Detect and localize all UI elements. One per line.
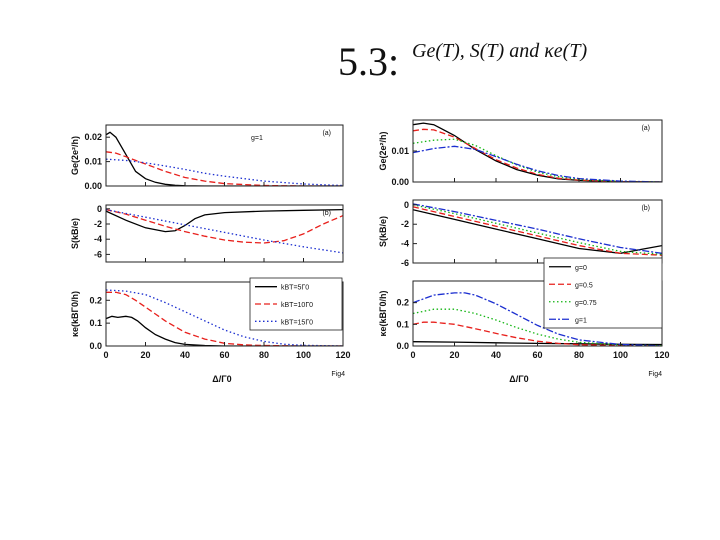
y-axis-label: Ge(2e²/h) — [70, 136, 80, 175]
y-tick-label: 0 — [404, 200, 409, 210]
x-tick-label: 20 — [140, 350, 150, 360]
x-axis-label: Δ/Γ0 — [509, 374, 528, 384]
y-tick-label: -2 — [94, 219, 102, 229]
panel-right-2: 0.00.10.2(c)κe(kBΓ0/h) — [378, 280, 663, 351]
series-line — [413, 209, 662, 254]
y-tick-label: 0 — [97, 204, 102, 214]
y-tick-label: 0.0 — [396, 341, 409, 351]
panel-tag: (b) — [641, 205, 650, 212]
panel-left-0: 0.00 0.01 0.02 (a) g=1 Ge(2e²/h) — [70, 124, 344, 191]
series-line — [413, 321, 662, 346]
y-tick-label: 0.2 — [89, 295, 102, 305]
legend-entry: kBT=5Γ0 — [281, 285, 309, 292]
series-line — [106, 208, 343, 233]
x-tick-label: 120 — [654, 350, 669, 360]
x-tick-label: 20 — [449, 350, 459, 360]
series-line — [106, 131, 343, 186]
figure-label: Fig4 — [648, 371, 662, 378]
x-tick-label: 60 — [219, 350, 229, 360]
x-tick-label: 120 — [335, 350, 350, 360]
panel-left-1: 0 -2 -4 -6 (b) S(kB/e) — [70, 204, 344, 263]
x-axis-label: Δ/Γ0 — [212, 374, 231, 384]
legend-entry: g=0 — [575, 265, 587, 272]
y-tick-label: 0.02 — [84, 132, 102, 142]
slide-formula: Ge(T), S(T) and κe(T) — [412, 40, 588, 62]
panel-frame — [412, 119, 663, 183]
legend-entry: g=0.5 — [575, 282, 593, 289]
slide-number: 5.3: — [338, 39, 400, 84]
y-axis-label: S(kB/e) — [378, 216, 388, 247]
y-axis-label: κe(kBΓ0/h) — [70, 291, 80, 337]
legend-entry: kBT=10Γ0 — [281, 302, 313, 309]
y-tick-label: -6 — [94, 249, 102, 259]
x-tick-label: 40 — [491, 350, 501, 360]
x-tick-label: 80 — [259, 350, 269, 360]
panel-right-0: 0.00 0.01 (a) Ge(2e²/h) — [378, 119, 663, 187]
legend-right: g=0 g=0.5 g=0.75 g=1 — [543, 257, 663, 329]
y-tick-label: 0.00 — [84, 181, 102, 191]
series-line — [106, 208, 343, 254]
y-axis-label: Ge(2e²/h) — [378, 131, 388, 170]
x-tick-label: 0 — [103, 350, 108, 360]
panel-tag: (b) — [322, 210, 331, 217]
x-tick-label: 100 — [613, 350, 628, 360]
series-line — [106, 151, 343, 186]
legend-left: kBT=5Γ0 kBT=10Γ0 kBT=15Γ0 — [249, 277, 343, 331]
panel-frame — [105, 124, 344, 187]
y-tick-label: -4 — [94, 234, 102, 244]
y-tick-label: 0.1 — [89, 318, 102, 328]
x-tick-label: 100 — [296, 350, 311, 360]
series-line — [106, 289, 343, 346]
y-tick-label: 0.1 — [396, 319, 409, 329]
series-line — [413, 292, 662, 346]
panel-left-2: 0.00.10.2(c)κe(kBΓ0/h) — [70, 281, 344, 351]
series-line — [413, 204, 662, 255]
legend-entry: g=1 — [575, 317, 587, 324]
legend-box — [543, 257, 663, 329]
y-tick-label: 0.01 — [391, 146, 409, 156]
x-tick-label: 40 — [180, 350, 190, 360]
series-line — [413, 128, 662, 182]
legend-entry: g=0.75 — [575, 300, 597, 307]
series-line — [413, 308, 662, 346]
series-line — [106, 208, 343, 244]
chart-left: 0.000.010.02 (a)g=1Ge(2e²/h)0-2-4-6(b)S(k… — [70, 124, 351, 384]
chart-right: 0.000.01(a)Ge(2e²/h)0-2-4-6(b)S(kB/e)0.0… — [378, 119, 670, 384]
figure-label: Fig4 — [331, 371, 345, 378]
series-line — [106, 291, 343, 346]
y-tick-label: 0.00 — [391, 177, 409, 187]
x-tick-label: 80 — [574, 350, 584, 360]
y-tick-label: 0.01 — [84, 157, 102, 167]
panel-tag: (a) — [322, 130, 331, 137]
y-tick-label: 0.2 — [396, 298, 409, 308]
series-line — [413, 203, 662, 254]
x-tick-label: 60 — [532, 350, 542, 360]
y-tick-label: -2 — [401, 219, 409, 229]
series-line — [413, 145, 662, 182]
y-tick-label: -6 — [401, 258, 409, 268]
panel-annotation: g=1 — [251, 135, 263, 142]
panel-frame — [105, 204, 344, 263]
y-axis-label: κe(kBΓ0/h) — [378, 291, 388, 337]
y-tick-label: -4 — [401, 239, 409, 249]
series-line — [413, 122, 662, 182]
x-tick-label: 0 — [410, 350, 415, 360]
y-axis-label: S(kB/e) — [70, 218, 80, 249]
panel-tag: (a) — [641, 125, 650, 132]
y-tick-label: 0.0 — [89, 341, 102, 351]
legend-entry: kBT=15Γ0 — [281, 319, 313, 326]
series-line — [413, 206, 662, 256]
